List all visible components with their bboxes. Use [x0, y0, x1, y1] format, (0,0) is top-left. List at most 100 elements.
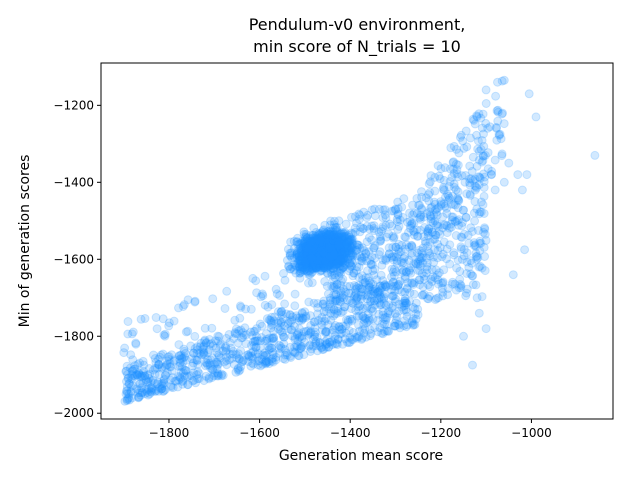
scatter-point — [301, 313, 311, 323]
scatter-point — [301, 229, 311, 239]
scatter-point — [317, 254, 327, 264]
scatter-point — [324, 234, 334, 244]
scatter-point — [292, 262, 302, 271]
scatter-point — [369, 270, 379, 280]
scatter-point — [303, 248, 313, 258]
scatter-point — [331, 258, 341, 268]
scatter-point — [302, 233, 312, 243]
scatter-point — [317, 248, 327, 258]
scatter-point — [332, 259, 341, 269]
scatter-point — [307, 233, 317, 243]
scatter-point — [324, 241, 334, 251]
scatter-point — [313, 259, 323, 269]
scatter-point — [326, 257, 336, 267]
scatter-point — [336, 241, 346, 251]
scatter-point — [323, 253, 333, 263]
scatter-point — [192, 370, 202, 380]
scatter-point — [458, 136, 468, 146]
scatter-point — [350, 227, 360, 237]
scatter-point — [431, 265, 441, 275]
scatter-point — [285, 250, 295, 260]
scatter-point — [159, 330, 169, 340]
scatter-point — [452, 216, 462, 226]
scatter-point — [312, 236, 322, 246]
scatter-point — [309, 258, 319, 268]
scatter-point — [319, 237, 329, 247]
scatter-point — [308, 245, 318, 255]
scatter-point — [440, 163, 450, 173]
scatter-point — [324, 241, 334, 251]
chart-title-line2: min score of N_trials = 10 — [253, 37, 461, 57]
scatter-point — [339, 232, 349, 242]
scatter-point — [304, 258, 314, 268]
scatter-point — [314, 238, 324, 248]
scatter-point — [340, 256, 350, 265]
scatter-point — [321, 244, 331, 254]
scatter-point — [331, 240, 340, 250]
scatter-point — [306, 240, 316, 250]
scatter-point — [344, 258, 354, 268]
scatter-point — [465, 174, 475, 184]
scatter-point — [344, 237, 354, 247]
scatter-point — [312, 257, 322, 267]
scatter-point — [322, 250, 332, 260]
scatter-point — [316, 245, 325, 255]
scatter-point — [307, 248, 317, 258]
scatter-point — [340, 242, 350, 252]
scatter-point — [320, 234, 330, 244]
scatter-point — [316, 248, 325, 258]
scatter-point — [324, 260, 334, 270]
scatter-point — [329, 242, 339, 252]
scatter-point — [312, 247, 322, 257]
scatter-point — [319, 225, 329, 235]
scatter-point — [295, 262, 305, 272]
scatter-point — [313, 248, 323, 258]
scatter-point — [307, 264, 317, 274]
scatter-point — [330, 261, 340, 271]
scatter-point — [347, 243, 357, 253]
scatter-point — [301, 241, 311, 251]
scatter-point — [333, 254, 343, 264]
scatter-point — [302, 248, 312, 258]
scatter-point — [333, 254, 343, 264]
scatter-point — [297, 258, 307, 268]
scatter-point — [317, 244, 327, 254]
scatter-point — [326, 247, 336, 257]
scatter-point — [327, 328, 337, 338]
scatter-point — [298, 239, 307, 249]
scatter-point — [305, 258, 315, 268]
scatter-point — [439, 265, 449, 275]
scatter-point — [441, 192, 450, 202]
scatter-point — [313, 234, 323, 244]
scatter-point — [294, 252, 304, 262]
scatter-point — [337, 249, 347, 259]
scatter-point — [334, 252, 344, 262]
scatter-point — [301, 261, 311, 271]
scatter-point — [330, 238, 340, 248]
scatter-point — [297, 253, 307, 263]
scatter-point — [319, 253, 329, 262]
scatter-point — [333, 254, 343, 264]
scatter-point — [356, 222, 366, 232]
scatter-point — [316, 242, 326, 252]
scatter-point — [319, 253, 329, 263]
scatter-point — [319, 235, 329, 245]
scatter-point — [312, 252, 322, 262]
scatter-point — [324, 260, 334, 270]
scatter-point — [307, 247, 316, 257]
scatter-point — [290, 253, 300, 262]
scatter-point — [327, 249, 337, 259]
scatter-point — [315, 251, 325, 260]
scatter-point — [310, 244, 320, 253]
scatter-point — [313, 246, 323, 256]
scatter-point — [314, 255, 324, 265]
scatter-point — [322, 247, 332, 257]
scatter-point — [338, 235, 348, 245]
scatter-point — [310, 246, 320, 256]
scatter-point — [329, 240, 339, 250]
scatter-point — [331, 260, 341, 270]
scatter-point — [465, 161, 475, 171]
scatter-point — [220, 304, 230, 313]
scatter-point — [315, 243, 325, 253]
scatter-point — [335, 229, 345, 239]
